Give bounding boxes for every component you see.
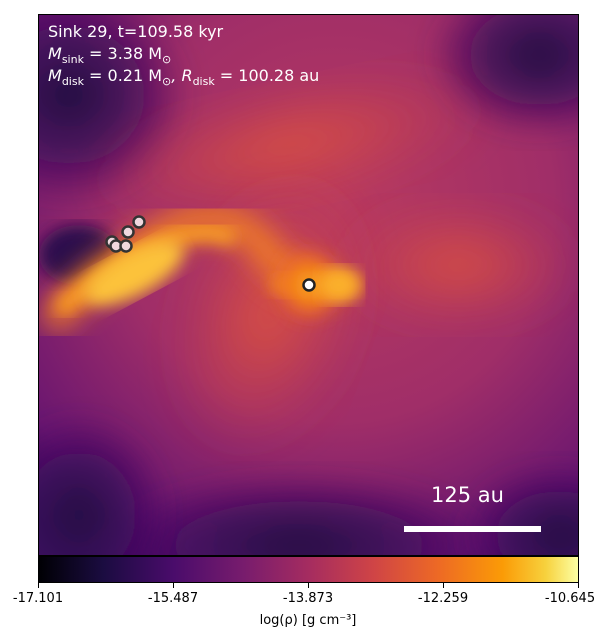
- sink-mass-label: Msink = 3.38 M⊙: [48, 44, 172, 67]
- colorbar-tick: [578, 583, 579, 588]
- colorbar-tick-label: -15.487: [147, 591, 199, 606]
- scale-bar-label: 125 au: [431, 483, 504, 507]
- sink-label: Sink 29, t=109.58 kyr: [48, 22, 224, 41]
- density-map: Sink 29, t=109.58 kyr Msink = 3.38 M⊙ Md…: [38, 14, 579, 556]
- colorbar-tick-label: -12.259: [417, 591, 469, 606]
- sink-markers: [105, 215, 316, 292]
- colorbar-tick-label: -17.101: [12, 591, 64, 606]
- disk-properties-label: Mdisk = 0.21 M⊙, Rdisk = 100.28 au: [48, 66, 320, 89]
- colorbar-tick: [443, 583, 444, 588]
- colorbar-tick-label: -10.645: [544, 591, 596, 606]
- colorbar-tick: [38, 583, 39, 588]
- colorbar-tick: [173, 583, 174, 588]
- density-map-image: [39, 15, 578, 555]
- colorbar-tick: [308, 583, 309, 588]
- colorbar-label: log(ρ) [g cm⁻³]: [259, 613, 357, 628]
- colorbar: [38, 556, 579, 583]
- scale-bar: [404, 526, 541, 532]
- colorbar-tick-label: -13.873: [282, 591, 334, 606]
